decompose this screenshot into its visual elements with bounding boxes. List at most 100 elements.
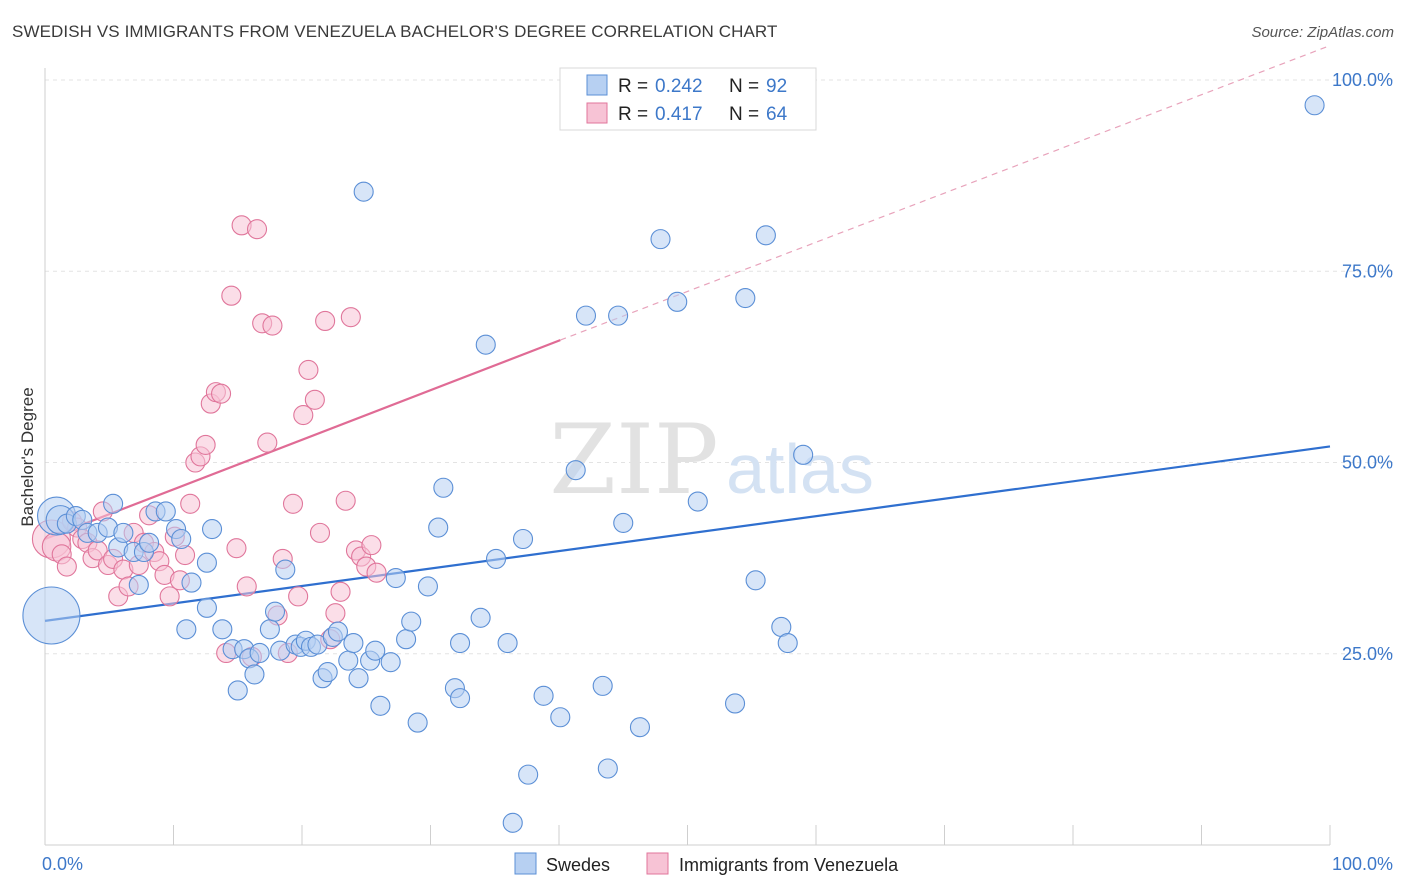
swedes-point (396, 629, 417, 650)
swedes-point (450, 632, 471, 654)
swedes-point (745, 570, 766, 591)
swedes-point (667, 291, 688, 312)
swedes-point (597, 758, 618, 779)
swedes-point (735, 287, 756, 309)
swedes-point (196, 552, 217, 573)
swedes-point (176, 619, 197, 640)
venezuela-point (315, 310, 336, 332)
trend-line-swedes (44, 445, 1331, 622)
venezuela-point (221, 285, 242, 306)
x-tick-label: 100.0% (1332, 854, 1393, 874)
swedes-point (171, 528, 192, 550)
swedes-point (470, 607, 491, 628)
y-tick-label: 50.0% (1342, 453, 1393, 473)
legend-n-value: 92 (766, 76, 787, 97)
swedes-point (212, 619, 233, 640)
legend-r-value: 0.417 (655, 104, 703, 125)
grid-layer (45, 79, 1395, 655)
legend-n-label: N = (729, 76, 759, 97)
swedes-point (650, 229, 671, 250)
swedes-point (1304, 95, 1325, 116)
swedes-point (417, 576, 438, 597)
legend-n-label: N = (729, 104, 759, 125)
venezuela-point (195, 434, 216, 455)
chart-source: Source: ZipAtlas.com (1251, 24, 1394, 41)
swedes-point (450, 688, 471, 709)
swedes-point (338, 650, 359, 671)
venezuela-point (361, 535, 382, 556)
swedes-point (613, 512, 634, 533)
legend-swatch (586, 74, 608, 96)
y-tick-label: 100.0% (1332, 70, 1393, 90)
venezuela-point (293, 405, 314, 426)
swedes-point (407, 712, 428, 733)
legend-r-label: R = (618, 76, 648, 97)
axes-layer (44, 68, 1331, 846)
venezuela-point (366, 562, 387, 583)
swedes-point (533, 685, 554, 706)
venezuela-point (257, 432, 278, 453)
swedes-point (497, 632, 518, 654)
venezuela-point (288, 586, 309, 607)
legend-r-label: R = (618, 104, 648, 125)
swedes-point (502, 812, 523, 833)
swedes-point (793, 444, 814, 465)
swedes-point (227, 680, 248, 701)
swedes-point (629, 717, 651, 738)
swedes-point (385, 567, 406, 589)
swedes-point (155, 501, 176, 522)
trend-layer (44, 45, 1331, 622)
y-tick-label: 75.0% (1342, 261, 1393, 281)
swedes-point (264, 601, 286, 622)
venezuela-point (340, 307, 361, 328)
bottom-legend-swatch-swedes (514, 852, 537, 875)
points-layer (22, 95, 1325, 833)
swedes-point (475, 334, 496, 355)
swedes-point (592, 675, 613, 696)
legend-swatch (586, 102, 608, 124)
bottom-legend-label-swedes: Swedes (546, 855, 610, 875)
swedes-point (724, 693, 746, 714)
swedes-point (512, 528, 534, 550)
legend-r-value: 0.242 (655, 76, 703, 97)
swedes-point (348, 668, 369, 689)
swedes-point (575, 305, 597, 326)
y-tick-label: 25.0% (1342, 644, 1393, 664)
x-tick-labels: 0.0% 100.0% (42, 854, 1393, 874)
x-tick-label: 0.0% (42, 854, 83, 874)
venezuela-point (159, 586, 180, 607)
swedes-point (365, 640, 386, 661)
chart-title: SWEDISH VS IMMIGRANTS FROM VENEZUELA BAC… (12, 22, 778, 41)
venezuela-point (330, 581, 351, 602)
swedes-point (128, 574, 149, 595)
swedes-point (181, 572, 202, 593)
venezuela-point (226, 538, 247, 559)
swedes-point (518, 764, 539, 785)
y-tick-labels: 25.0% 50.0% 75.0% 100.0% (1332, 70, 1393, 664)
swedes-point (401, 611, 422, 632)
swedes-point (550, 707, 571, 728)
swedes-point (113, 522, 134, 543)
swedes-point (103, 493, 124, 514)
venezuela-point (210, 383, 232, 404)
swedes-point (353, 181, 374, 202)
swedes-point (687, 491, 708, 512)
swedes-point (380, 652, 401, 673)
swedes-point (196, 597, 217, 618)
trend-line-venezuela (44, 339, 561, 541)
bottom-legend-label-venezuela: Immigrants from Venezuela (679, 855, 899, 875)
swedes-point (317, 662, 338, 683)
venezuela-point (325, 603, 346, 624)
swedes-point (433, 477, 454, 498)
venezuela-point (335, 490, 356, 511)
swedes-point (343, 632, 364, 654)
venezuela-point (262, 315, 283, 336)
trend-line-venezuela-dashed (560, 45, 1331, 341)
bottom-legend-swatch-venezuela (646, 852, 669, 875)
venezuela-point (236, 576, 257, 597)
swedes-point (22, 586, 81, 645)
swedes-point (275, 559, 296, 580)
venezuela-point (298, 359, 319, 380)
swedes-point (259, 619, 280, 640)
